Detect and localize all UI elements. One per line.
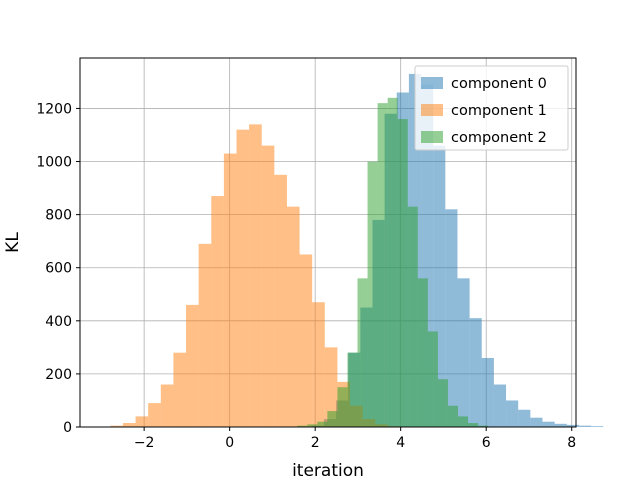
plot-frame	[79, 57, 577, 428]
legend-box	[414, 65, 569, 151]
histogram-bar	[261, 145, 275, 427]
x-tick-label: 6	[482, 435, 491, 451]
histogram-bar	[447, 405, 458, 427]
histogram-bar	[173, 352, 187, 427]
histogram-bar	[367, 161, 378, 427]
y-tick-label: 200	[45, 367, 72, 383]
histogram-bar	[286, 206, 300, 427]
histogram-bar	[493, 384, 507, 427]
histogram-bar	[148, 403, 161, 427]
y-tick-label: 600	[45, 261, 72, 277]
histogram-bar	[357, 278, 368, 427]
histogram-bar	[457, 278, 470, 427]
legend-swatch	[421, 77, 443, 89]
y-tick-label: 400	[45, 314, 72, 330]
y-tick-label: 1200	[36, 101, 72, 117]
histogram-bar	[554, 423, 567, 427]
series-2-bars	[297, 97, 499, 428]
histogram-bar	[417, 278, 428, 427]
legend-label: component 1	[451, 103, 547, 119]
histogram-bar	[542, 421, 555, 427]
legend-swatch	[421, 104, 443, 116]
histogram-bar	[135, 416, 149, 427]
histogram-bar	[249, 124, 262, 427]
histogram-bar	[397, 119, 408, 427]
histogram-bar	[506, 400, 519, 427]
histogram-bar	[299, 254, 313, 427]
histogram-bar	[445, 209, 458, 427]
series-1-bars	[110, 124, 401, 427]
histogram-bar	[324, 347, 338, 427]
histogram-bar	[274, 174, 287, 427]
histogram-bar	[297, 425, 308, 427]
x-tick-label: 0	[225, 435, 234, 451]
legend: component 0 component 1 component 2	[414, 65, 569, 151]
x-tick-label: 4	[396, 435, 405, 451]
histogram-bar	[160, 384, 174, 427]
histogram-bar	[591, 426, 604, 427]
histogram-bar	[317, 421, 328, 427]
histogram-bar	[307, 424, 318, 427]
histogram-bar	[198, 243, 212, 427]
histogram-bar	[468, 423, 479, 427]
histogram-bar	[110, 425, 123, 427]
x-tick-label: 2	[311, 435, 320, 451]
y-tick-label: 800	[45, 208, 72, 224]
histogram-bar	[437, 379, 448, 427]
histogram-bar	[327, 411, 338, 427]
legend-label: component 0	[451, 76, 547, 92]
histogram-bar	[427, 331, 438, 427]
histogram-bar	[518, 409, 531, 427]
histogram-bar	[566, 424, 579, 427]
histogram-bars	[110, 73, 604, 428]
legend-swatch	[421, 131, 443, 143]
histogram-bar	[530, 417, 543, 427]
histogram-bar	[211, 196, 224, 427]
histogram-bar	[457, 416, 469, 427]
histogram-bar	[377, 103, 388, 428]
histogram-bar	[347, 352, 358, 427]
histogram-bar	[469, 318, 482, 427]
histogram-bar	[407, 206, 418, 427]
legend-label: component 2	[451, 130, 547, 146]
histogram-bar	[578, 425, 592, 427]
histogram-bar	[186, 304, 199, 427]
histogram-bar	[387, 97, 398, 428]
x-axis-label: iteration	[292, 461, 364, 480]
histogram-bar	[481, 357, 494, 427]
y-tick-label: 1000	[36, 155, 72, 171]
y-axis-label: KL	[3, 232, 23, 253]
histogram-bar	[337, 387, 348, 427]
histogram-bar	[223, 153, 237, 427]
histogram-bar	[478, 425, 489, 427]
x-tick-label: 8	[567, 435, 576, 451]
axis-ticks: −2 0 2 4 6 8 0 200 400 600 800 1000 1200	[36, 101, 576, 451]
histogram-bar	[122, 423, 136, 427]
histogram-bar	[236, 129, 250, 427]
histogram-bar	[312, 302, 325, 427]
x-tick-label: −2	[134, 435, 155, 451]
y-tick-label: 0	[63, 420, 72, 436]
